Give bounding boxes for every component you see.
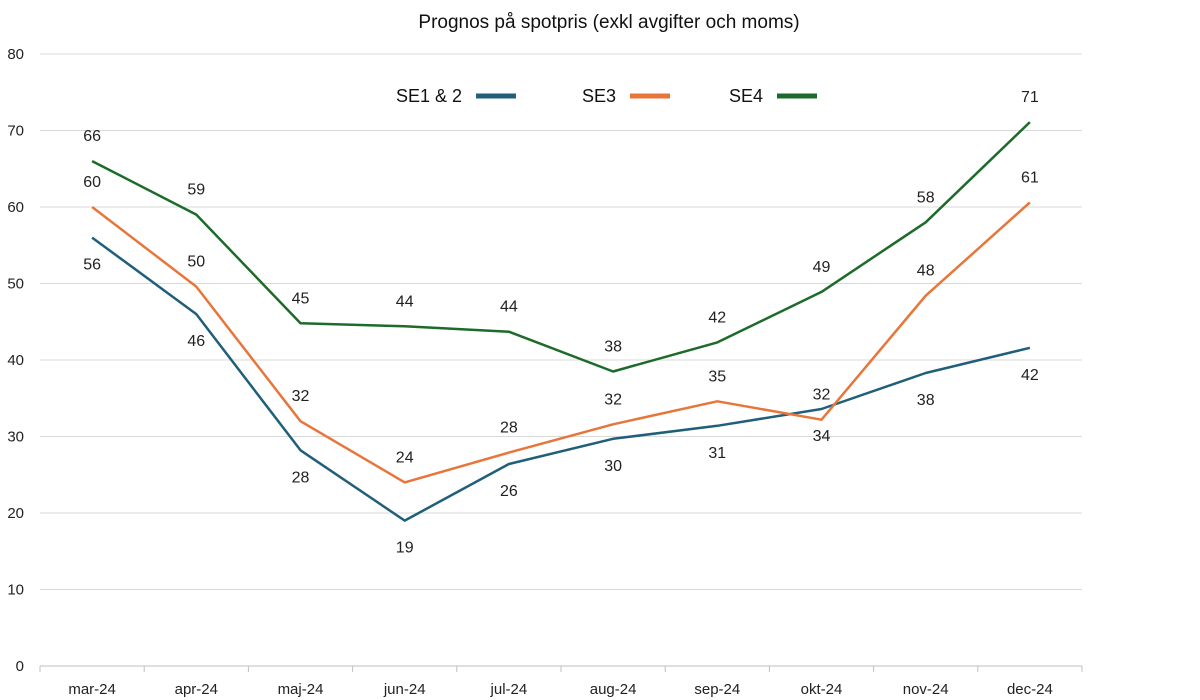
gridlines xyxy=(40,53,1082,590)
data-label: 44 xyxy=(396,293,414,310)
x-tick-label: jul-24 xyxy=(490,681,528,698)
series-line xyxy=(91,121,1031,373)
y-tick-label: 60 xyxy=(7,199,24,216)
chart-title: Prognos på spotpris (exkl avgifter och m… xyxy=(418,12,799,33)
data-label: 32 xyxy=(813,387,831,404)
data-label: 42 xyxy=(708,309,726,326)
x-tick-label: okt-24 xyxy=(801,681,843,698)
x-tick-label: nov-24 xyxy=(903,681,949,698)
x-tick-label: aug-24 xyxy=(590,681,637,698)
data-label: 61 xyxy=(1021,169,1039,186)
data-label: 30 xyxy=(604,458,622,475)
y-tick-label: 0 xyxy=(16,658,24,675)
y-tick-label: 50 xyxy=(7,276,24,293)
data-label: 46 xyxy=(187,333,205,350)
y-tick-label: 20 xyxy=(7,505,24,522)
y-tick-label: 70 xyxy=(7,123,24,140)
data-label: 58 xyxy=(917,189,935,206)
series-line xyxy=(91,236,1031,522)
y-tick-label: 10 xyxy=(7,582,24,599)
data-label: 38 xyxy=(917,392,935,409)
x-tick-label: apr-24 xyxy=(175,681,218,698)
axes: 0 10 20 30 40 50 60 70 80 mar-24 apr-24 maj-24 jun-2… xyxy=(7,46,1083,698)
legend-label: SE3 xyxy=(582,86,616,106)
data-label: 66 xyxy=(83,128,101,145)
data-label: 19 xyxy=(396,540,414,557)
data-label: 26 xyxy=(500,483,518,500)
data-label: 24 xyxy=(396,449,414,466)
data-label: 44 xyxy=(500,299,518,316)
x-tick-label: dec-24 xyxy=(1007,681,1053,698)
data-label: 38 xyxy=(604,338,622,355)
x-tick-label: mar-24 xyxy=(68,681,116,698)
series-line xyxy=(91,201,1031,484)
x-tick-label: sep-24 xyxy=(694,681,740,698)
data-label: 50 xyxy=(187,254,205,271)
y-tick-label: 80 xyxy=(7,46,24,63)
data-label: 48 xyxy=(917,263,935,280)
legend: SE1 & 2 SE3 SE4 xyxy=(396,86,817,106)
data-label: 34 xyxy=(813,428,831,445)
legend-label: SE1 & 2 xyxy=(396,86,462,106)
data-label: 31 xyxy=(708,445,726,462)
data-label: 32 xyxy=(604,391,622,408)
data-label: 59 xyxy=(187,182,205,199)
data-label: 56 xyxy=(83,257,101,274)
data-label: 32 xyxy=(292,388,310,405)
legend-label: SE4 xyxy=(729,86,763,106)
x-tick-label: jun-24 xyxy=(383,681,426,698)
y-tick-label: 30 xyxy=(7,429,24,446)
data-labels: 56 46 28 19 26 30 31 34 38 42 60 50 32 24 28 32 35 32 48 61… xyxy=(83,89,1039,557)
series-lines xyxy=(91,121,1031,522)
data-label: 45 xyxy=(292,290,310,307)
data-label: 28 xyxy=(500,420,518,437)
x-tick-label: maj-24 xyxy=(278,681,324,698)
data-label: 49 xyxy=(813,259,831,276)
data-label: 35 xyxy=(708,368,726,385)
data-label: 28 xyxy=(292,469,310,486)
y-tick-label: 40 xyxy=(7,352,24,369)
data-label: 60 xyxy=(83,174,101,191)
data-label: 71 xyxy=(1021,89,1039,106)
data-label: 42 xyxy=(1021,367,1039,384)
